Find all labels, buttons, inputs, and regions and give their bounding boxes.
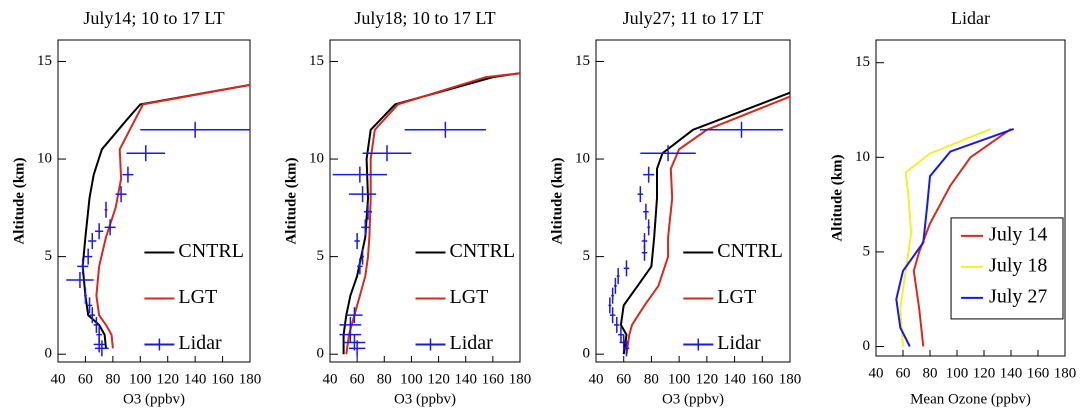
x-tick-label: 120 xyxy=(696,371,719,387)
x-tick-label: 40 xyxy=(589,371,604,387)
x-tick-label: 100 xyxy=(400,371,423,387)
x-tick-label: 80 xyxy=(644,371,659,387)
plot-frame xyxy=(329,39,521,363)
x-tick-label: 80 xyxy=(377,371,392,387)
panel: Lidar Mean Ozone (ppbv) Altitude (km) 40 60 8… xyxy=(829,8,1076,407)
x-tick-label: 40 xyxy=(323,371,338,387)
panel-title: July14; 10 to 17 LT xyxy=(83,8,224,28)
legend-label: LGT xyxy=(178,286,217,308)
panel-title: July27; 11 to 17 LT xyxy=(623,8,764,28)
profile-line xyxy=(625,95,791,355)
profile-line xyxy=(899,127,992,347)
y-tick-label: 0 xyxy=(863,338,871,354)
plot-frame xyxy=(875,39,1066,357)
x-tick-label: 40 xyxy=(869,365,884,381)
x-axis-label: O3 (ppbv) xyxy=(123,391,185,407)
legend-label: Lidar xyxy=(178,332,222,354)
x-tick-label: 60 xyxy=(350,371,365,387)
legend-label: Lidar xyxy=(717,332,761,354)
x-tick-label: 180 xyxy=(779,371,802,387)
legend-label: CNTRL xyxy=(450,240,516,262)
x-tick-label: 160 xyxy=(482,371,505,387)
x-tick-label: 140 xyxy=(184,371,207,387)
y-tick-label: 10 xyxy=(575,150,590,166)
x-tick-label: 120 xyxy=(973,365,996,381)
y-tick-label: 10 xyxy=(309,150,324,166)
y-tick-label: 5 xyxy=(45,248,53,264)
legend-label: LGT xyxy=(450,286,489,308)
plot-frame xyxy=(595,39,791,363)
y-tick-label: 15 xyxy=(309,53,324,69)
y-tick-label: 10 xyxy=(37,150,52,166)
y-tick-label: 5 xyxy=(583,248,591,264)
y-tick-label: 5 xyxy=(863,243,871,259)
y-tick-label: 0 xyxy=(45,346,53,362)
x-tick-label: 140 xyxy=(723,371,746,387)
y-tick-label: 15 xyxy=(575,53,590,69)
legend-label: July 27 xyxy=(989,286,1047,308)
legend-label: CNTRL xyxy=(717,240,783,262)
x-axis-label: Mean Ozone (ppbv) xyxy=(910,391,1031,407)
x-tick-label: 180 xyxy=(509,371,532,387)
x-tick-label: 60 xyxy=(78,371,93,387)
panel: July14; 10 to 17 LT O3 (ppbv) Altitude (km… xyxy=(11,8,261,407)
legend-label: July 18 xyxy=(989,255,1047,277)
x-tick-label: 160 xyxy=(751,371,774,387)
y-axis-label: Altitude (km) xyxy=(549,157,565,244)
y-tick-label: 0 xyxy=(317,346,325,362)
x-tick-label: 60 xyxy=(896,365,911,381)
profile-line xyxy=(345,72,521,355)
x-tick-label: 60 xyxy=(616,371,631,387)
y-axis-label: Altitude (km) xyxy=(11,157,27,244)
y-axis-label: Altitude (km) xyxy=(283,157,299,244)
y-tick-label: 15 xyxy=(37,53,52,69)
y-axis-label: Altitude (km) xyxy=(829,154,845,241)
legend-label: Lidar xyxy=(450,332,494,354)
x-tick-label: 120 xyxy=(427,371,450,387)
x-tick-label: 40 xyxy=(51,371,66,387)
panel-title: July18; 10 to 17 LT xyxy=(354,8,495,28)
plot-frame xyxy=(57,39,251,363)
x-tick-label: 80 xyxy=(923,365,938,381)
legend-label: LGT xyxy=(717,286,756,308)
x-tick-label: 100 xyxy=(129,371,152,387)
y-tick-label: 0 xyxy=(583,346,591,362)
legend-box xyxy=(950,217,1064,320)
x-tick-label: 180 xyxy=(239,371,262,387)
x-axis-label: O3 (ppbv) xyxy=(662,391,724,407)
profile-line xyxy=(81,83,251,349)
x-tick-label: 120 xyxy=(156,371,179,387)
x-tick-label: 80 xyxy=(105,371,120,387)
x-tick-label: 140 xyxy=(454,371,477,387)
x-tick-label: 180 xyxy=(1054,365,1077,381)
x-axis-label: O3 (ppbv) xyxy=(394,391,456,407)
x-tick-label: 140 xyxy=(1000,365,1023,381)
legend-label: CNTRL xyxy=(178,240,244,262)
panel-title: Lidar xyxy=(951,8,990,28)
y-tick-label: 10 xyxy=(855,149,870,165)
x-tick-label: 160 xyxy=(211,371,234,387)
x-tick-label: 160 xyxy=(1027,365,1050,381)
y-tick-label: 5 xyxy=(317,248,325,264)
legend-label: July 14 xyxy=(989,224,1047,246)
profile-line xyxy=(895,127,1015,347)
panel: July27; 11 to 17 LT O3 (ppbv) Altitude (km… xyxy=(549,8,801,407)
panel: July18; 10 to 17 LT O3 (ppbv) Altitude (km… xyxy=(283,8,531,407)
x-tick-label: 100 xyxy=(668,371,691,387)
y-tick-label: 15 xyxy=(855,54,870,70)
profile-line xyxy=(95,83,251,349)
x-tick-label: 100 xyxy=(946,365,969,381)
